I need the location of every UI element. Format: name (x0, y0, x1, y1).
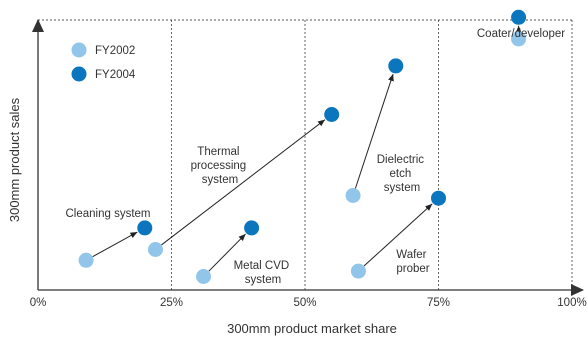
legend-marker-fy2004 (71, 66, 87, 82)
label-wafer-line2: prober (396, 263, 429, 275)
change-arrow (161, 119, 326, 246)
label-cleaning-system: Cleaning system (65, 208, 150, 220)
label-dielectric-etch: Dielectric etch system (377, 154, 428, 194)
label-coater-developer: Coater/developer (477, 28, 565, 40)
x-tick-label: 0% (30, 297, 47, 309)
data-points (78, 9, 527, 284)
label-thermal-processing: Thermal processing system (191, 146, 250, 186)
point-fy2004 (324, 107, 340, 122)
label-coater-line: Coater/developer (477, 28, 565, 40)
product-labels: Cleaning system Thermal processing syste… (65, 28, 565, 286)
point-fy2004 (244, 220, 260, 236)
point-fy2002 (147, 242, 163, 257)
label-dielectric-line2: etch (390, 168, 412, 180)
grid-lines (38, 19, 573, 290)
label-dielectric-line1: Dielectric (377, 154, 425, 166)
label-thermal-line1: Thermal (197, 146, 239, 158)
change-arrow (208, 233, 246, 272)
y-axis-title: 300mm product sales (7, 97, 22, 222)
legend-marker-fy2002 (71, 42, 87, 58)
legend-label-fy2004: FY2004 (95, 69, 136, 81)
change-arrow (363, 203, 433, 267)
x-tick-label: 75% (427, 297, 450, 309)
label-wafer-line1: Wafer (396, 249, 426, 261)
point-fy2004 (431, 190, 446, 206)
x-tick-label: 25% (160, 297, 183, 309)
label-cleaning-line: Cleaning system (65, 208, 150, 220)
change-arrow (92, 231, 138, 258)
label-wafer-prober: Wafer prober (396, 249, 430, 275)
label-thermal-line3: system (202, 174, 238, 186)
label-thermal-line2: processing (191, 160, 247, 172)
point-fy2004 (388, 58, 404, 74)
point-fy2002 (345, 188, 361, 203)
label-dielectric-line3: system (384, 182, 420, 194)
point-fy2002 (350, 263, 366, 279)
x-tick-label: 50% (293, 297, 316, 309)
point-fy2004 (137, 220, 153, 236)
legend: FY2002 FY2004 (71, 42, 136, 82)
point-fy2002 (78, 252, 94, 268)
change-arrow (354, 73, 394, 189)
x-tick-label: 100% (557, 297, 586, 309)
legend-label-fy2002: FY2002 (95, 45, 135, 57)
point-fy2002 (196, 269, 212, 284)
x-axis-title: 300mm product market share (227, 321, 397, 336)
change-arrows (92, 25, 522, 272)
x-tick-labels: 0% 25% 50% 75% 100% (30, 297, 587, 309)
point-fy2002 (511, 31, 527, 47)
label-metal-cvd: Metal CVD system (234, 260, 293, 286)
label-metal-line2: system (245, 274, 281, 286)
label-metal-line1: Metal CVD (234, 260, 290, 272)
point-fy2004 (511, 9, 527, 25)
